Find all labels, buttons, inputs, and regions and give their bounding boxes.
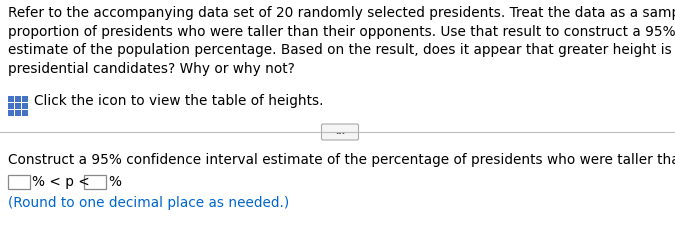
Text: % < p <: % < p < xyxy=(32,175,90,189)
Text: Refer to the accompanying data set of 20 randomly selected presidents. Treat the: Refer to the accompanying data set of 20… xyxy=(8,6,675,76)
Bar xyxy=(8,110,14,115)
Bar xyxy=(22,96,28,101)
Text: ...: ... xyxy=(335,128,345,137)
Bar xyxy=(22,103,28,109)
Bar xyxy=(22,110,28,115)
Bar xyxy=(8,103,14,109)
Bar xyxy=(8,96,14,101)
Bar xyxy=(84,175,106,189)
Bar xyxy=(8,175,30,189)
Bar xyxy=(15,103,20,109)
FancyBboxPatch shape xyxy=(321,124,358,140)
Text: %: % xyxy=(108,175,121,189)
Text: Construct a 95% confidence interval estimate of the percentage of presidents who: Construct a 95% confidence interval esti… xyxy=(8,153,675,167)
Text: (Round to one decimal place as needed.): (Round to one decimal place as needed.) xyxy=(8,196,290,210)
Bar xyxy=(15,110,20,115)
Bar xyxy=(15,96,20,101)
Text: Click the icon to view the table of heights.: Click the icon to view the table of heig… xyxy=(34,95,324,109)
